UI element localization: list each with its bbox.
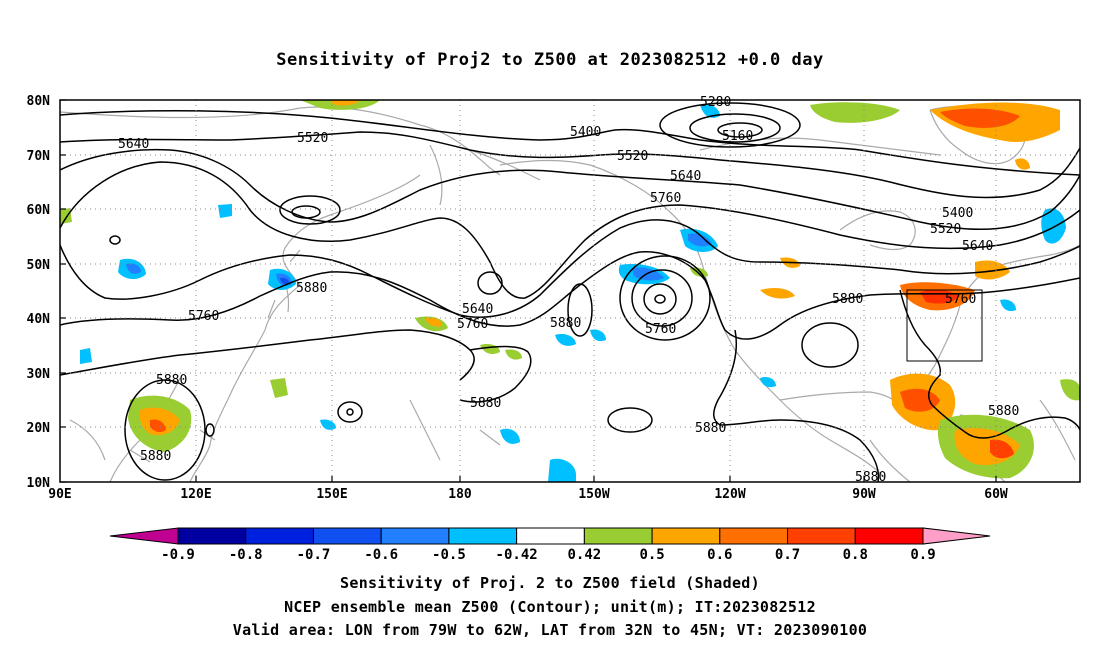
colorbar: -0.9 -0.8 -0.7 -0.6 -0.5 -0.42 0.42 0.5 0.6 0.7 0.… (109, 527, 991, 563)
colorbar-cell (245, 527, 314, 545)
colorbar-cell (583, 527, 653, 545)
colorbar-cell (854, 527, 924, 545)
colorbar-left-arrow (109, 527, 179, 545)
contour-label: 5880 (296, 281, 327, 296)
lon-label: 120W (714, 487, 745, 502)
colorbar-cell (380, 527, 450, 545)
lon-label: 120E (180, 487, 211, 502)
contour-label: 5640 (118, 137, 149, 152)
contour-label: 5640 (670, 169, 701, 184)
lat-label: 60N (27, 203, 51, 218)
colorbar-right-arrow (922, 527, 991, 545)
contour-label: 5280 (700, 95, 731, 110)
lon-label: 60W (984, 487, 1008, 502)
colorbar-label: 0.42 (568, 547, 602, 563)
colorbar-cell (177, 527, 247, 545)
lon-label: 150E (316, 487, 347, 502)
lat-label: 50N (27, 258, 51, 273)
lat-label: 40N (27, 312, 51, 327)
contour-label: 5880 (470, 396, 501, 411)
contour-labels: 5640 5520 5400 5280 5160 5520 5640 5760 … (118, 95, 1019, 485)
colorbar-cell (312, 527, 382, 545)
contour-label: 5880 (156, 373, 187, 388)
contour-label: 5520 (617, 149, 648, 164)
caption-line-1: Sensitivity of Proj. 2 to Z500 field (Sh… (340, 574, 760, 592)
gridlines (60, 100, 1080, 482)
contour-label: 5760 (650, 191, 681, 206)
valid-area-box (906, 289, 983, 362)
longitude-labels: 90E 120E 150E 180 150W 120W 90W 60W (48, 487, 1008, 502)
colorbar-label: 0.6 (707, 547, 732, 563)
chart-title: Sensitivity of Proj2 to Z500 at 20230825… (276, 50, 824, 70)
contour-label: 5760 (188, 309, 219, 324)
contour-label: 5880 (988, 404, 1019, 419)
contour-label: 5880 (695, 421, 726, 436)
colorbar-label: 0.7 (775, 547, 800, 563)
lat-label: 20N (27, 421, 51, 436)
contour-label: 5880 (140, 449, 171, 464)
colorbar-label: -0.6 (364, 547, 398, 563)
contour-label: 5520 (297, 131, 328, 146)
colorbar-cell (719, 527, 789, 545)
map-frame (59, 99, 1081, 483)
colorbar-cell (516, 527, 585, 545)
caption-line-3: Valid area: LON from 79W to 62W, LAT fro… (232, 621, 868, 639)
latitude-labels: 80N 70N 60N 50N 40N 30N 20N 10N (27, 94, 51, 491)
lon-label: 150W (578, 487, 609, 502)
lon-label: 90W (852, 487, 876, 502)
colorbar-label: -0.5 (432, 547, 466, 563)
contour-label: 5400 (570, 125, 601, 140)
contour-label: 5760 (457, 317, 488, 332)
contour-label: 5640 (462, 302, 493, 317)
contour-label: 5760 (645, 322, 676, 337)
z500-contours (60, 102, 1080, 482)
colorbar-cell (787, 527, 856, 545)
colorbar-cell (651, 527, 721, 545)
colorbar-label: 0.8 (843, 547, 868, 563)
colorbar-label: -0.9 (161, 547, 195, 563)
lat-label: 10N (27, 476, 51, 491)
contour-label: 5880 (550, 316, 581, 331)
lat-label: 30N (27, 367, 51, 382)
colorbar-label: -0.7 (297, 547, 331, 563)
colorbar-cell (448, 527, 518, 545)
contour-label: 5640 (962, 239, 993, 254)
colorbar-cells (177, 527, 924, 545)
lon-label: 90E (48, 487, 71, 502)
colorbar-label: -0.42 (496, 547, 538, 563)
contour-label: 5160 (722, 129, 753, 144)
contour-label: 5400 (942, 206, 973, 221)
lon-label: 180 (448, 487, 472, 502)
colorbar-label: 0.9 (910, 547, 935, 563)
lat-label: 70N (27, 149, 51, 164)
caption-line-2: NCEP ensemble mean Z500 (Contour); unit(… (284, 598, 816, 616)
colorbar-labels: -0.9 -0.8 -0.7 -0.6 -0.5 -0.42 0.42 0.5 0.6 0.7 0.… (161, 547, 936, 563)
colorbar-label: 0.5 (639, 547, 664, 563)
axis-ticks (60, 99, 997, 483)
contour-label: 5760 (945, 292, 976, 307)
colorbar-label: -0.8 (229, 547, 263, 563)
lat-label: 80N (27, 94, 51, 109)
contour-label: 5520 (930, 222, 961, 237)
contour-label: 5880 (832, 292, 863, 307)
